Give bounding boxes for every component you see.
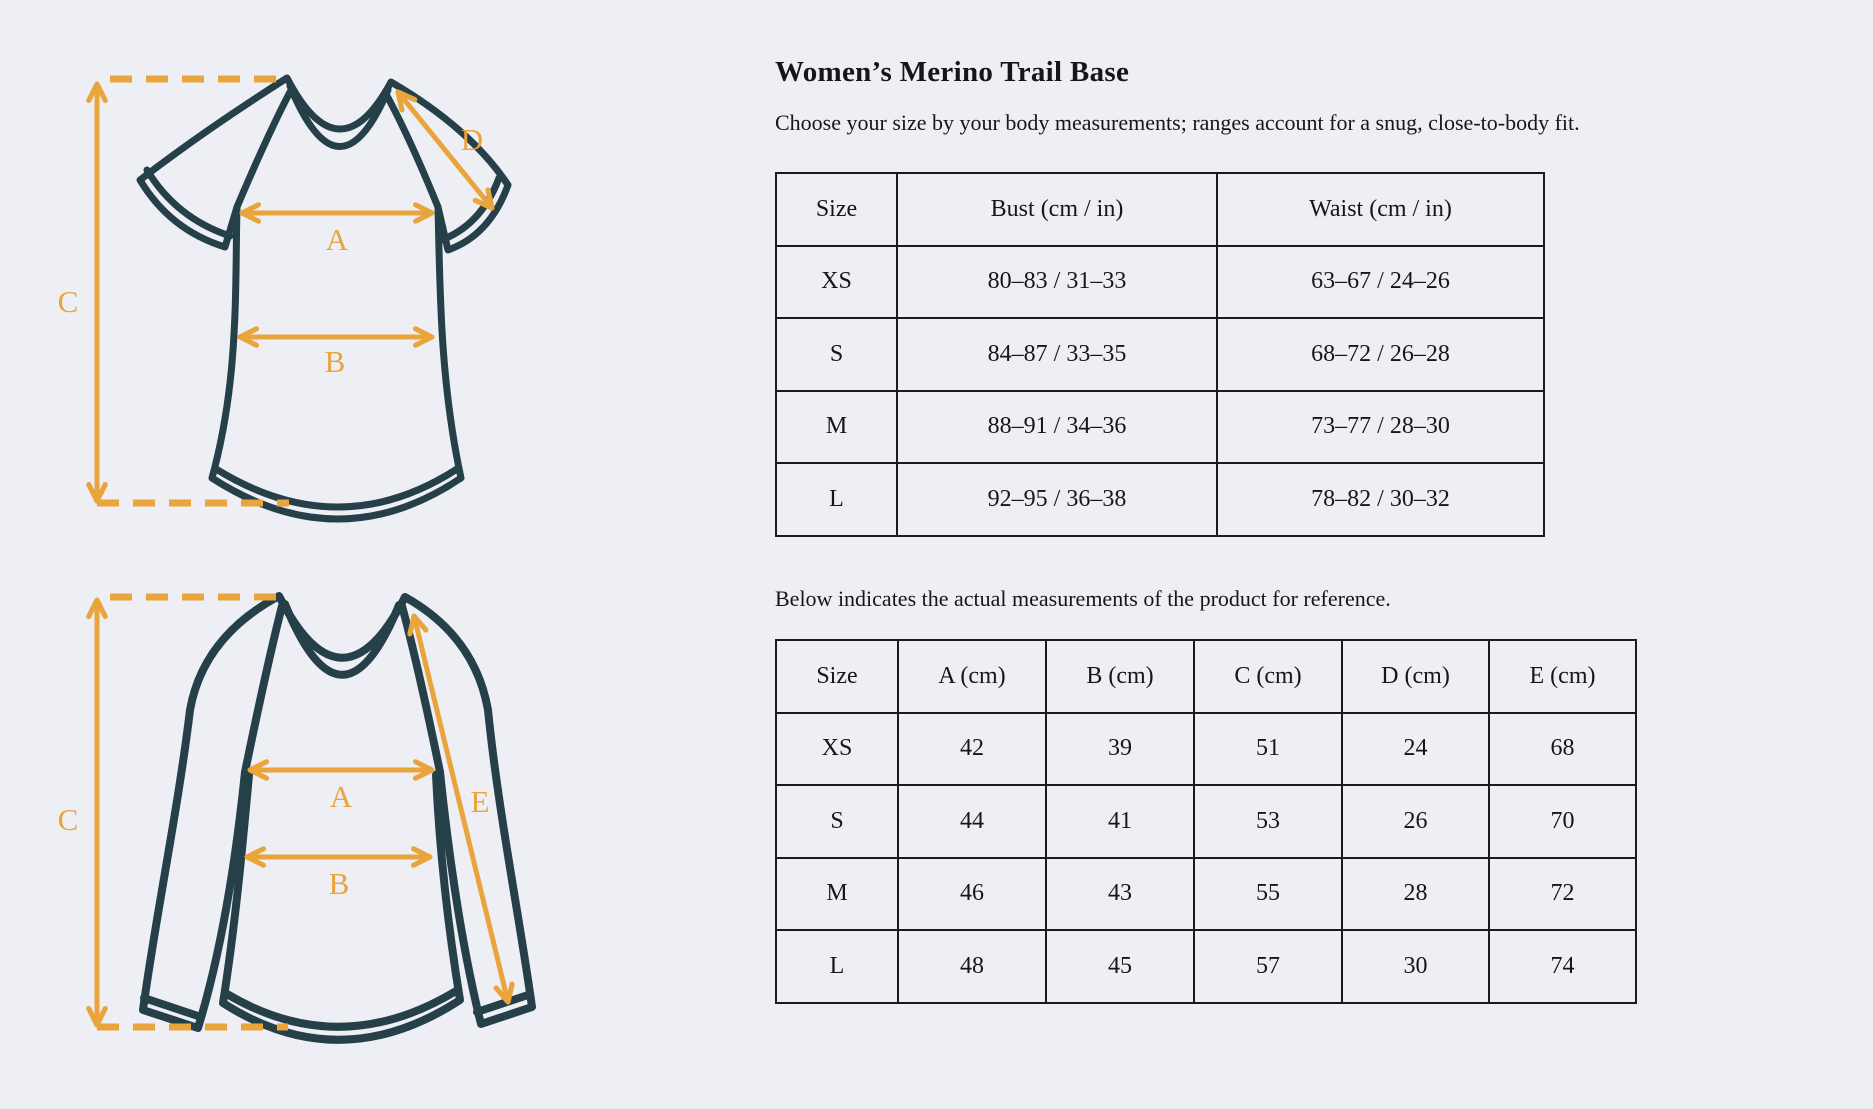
raglan-seam-left <box>241 602 286 776</box>
table-cell: 45 <box>1045 929 1195 1004</box>
table-cell: 55 <box>1193 856 1343 931</box>
table-cell: 41 <box>1045 784 1195 859</box>
table-cell: XS <box>775 711 899 786</box>
measure-annotations <box>86 593 515 1031</box>
label-a: A <box>330 779 353 814</box>
table-header-row: Size Bust (cm / in) Waist (cm / in) <box>775 172 1545 247</box>
table-cell: M <box>775 389 898 464</box>
cuff-stitch-left <box>143 166 234 240</box>
measure-labels: A B C E <box>58 779 490 901</box>
hem-stitch <box>212 465 461 511</box>
table-row: S 84–87 / 33–35 68–72 / 26–28 <box>775 317 1545 392</box>
table-cell: 70 <box>1488 784 1637 859</box>
table-cell: L <box>775 929 899 1004</box>
hem-stitch <box>223 987 460 1031</box>
column-header-a: A (cm) <box>897 639 1047 714</box>
column-header-e: E (cm) <box>1488 639 1637 714</box>
table-cell: S <box>775 317 898 392</box>
label-c: C <box>58 284 79 319</box>
column-header-b: B (cm) <box>1045 639 1195 714</box>
table-cell: 88–91 / 34–36 <box>896 389 1218 464</box>
table-row: XS 80–83 / 31–33 63–67 / 24–26 <box>775 244 1545 319</box>
column-header-size: Size <box>775 172 898 247</box>
table-cell: 24 <box>1341 711 1490 786</box>
table-cell: 72 <box>1488 856 1637 931</box>
measure-arrow-d <box>395 89 495 211</box>
table-cell: 43 <box>1045 856 1195 931</box>
column-header-size: Size <box>775 639 899 714</box>
table-cell: 48 <box>897 929 1047 1004</box>
reference-note: Below indicates the actual measurements … <box>775 586 1391 611</box>
table-cell: 53 <box>1193 784 1343 859</box>
column-header-d: D (cm) <box>1341 639 1490 714</box>
table-cell: 92–95 / 36–38 <box>896 462 1218 537</box>
table-row: L 92–95 / 36–38 78–82 / 30–32 <box>775 462 1545 537</box>
measure-annotations <box>86 75 495 507</box>
long-sleeve-diagram: A B C E <box>58 592 536 1044</box>
table-cell: 74 <box>1488 929 1637 1004</box>
collar-band <box>286 82 392 150</box>
table-cell: 46 <box>897 856 1047 931</box>
table-row: L 48 45 57 30 74 <box>775 929 1637 1004</box>
table-cell: M <box>775 856 899 931</box>
column-header-bust: Bust (cm / in) <box>896 172 1218 247</box>
intro-text: Choose your size by your body measuremen… <box>775 110 1580 135</box>
cuff-stitch-left <box>140 994 202 1020</box>
column-header-c: C (cm) <box>1193 639 1343 714</box>
table-cell: 28 <box>1341 856 1490 931</box>
table-cell: 73–77 / 28–30 <box>1216 389 1545 464</box>
table-cell: 68–72 / 26–28 <box>1216 317 1545 392</box>
table-header-row: Size A (cm) B (cm) C (cm) D (cm) E (cm) <box>775 639 1637 714</box>
table-row: XS 42 39 51 24 68 <box>775 711 1637 786</box>
measure-arrow-e <box>407 613 515 1005</box>
label-d: D <box>461 122 483 157</box>
table-row: M 46 43 55 28 72 <box>775 856 1637 931</box>
raglan-seam-left <box>233 88 294 211</box>
table-cell: 44 <box>897 784 1047 859</box>
label-a: A <box>326 222 349 257</box>
product-measurements-table: Size A (cm) B (cm) C (cm) D (cm) E (cm) … <box>775 639 1637 1004</box>
table-cell: 51 <box>1193 711 1343 786</box>
label-b: B <box>329 866 350 901</box>
table-cell: 30 <box>1341 929 1490 1004</box>
table-cell: XS <box>775 244 898 319</box>
page-title: Women’s Merino Trail Base <box>775 56 1130 88</box>
table-cell: L <box>775 462 898 537</box>
table-cell: 84–87 / 33–35 <box>896 317 1218 392</box>
label-c: C <box>58 802 79 837</box>
label-e: E <box>471 784 490 819</box>
table-row: M 88–91 / 34–36 73–77 / 28–30 <box>775 389 1545 464</box>
label-b: B <box>325 344 346 379</box>
table-cell: 78–82 / 30–32 <box>1216 462 1545 537</box>
table-row: S 44 41 53 26 70 <box>775 784 1637 859</box>
tee-outline <box>136 74 512 523</box>
column-header-waist: Waist (cm / in) <box>1216 172 1545 247</box>
table-cell: 68 <box>1488 711 1637 786</box>
table-cell: 39 <box>1045 711 1195 786</box>
table-cell: 42 <box>897 711 1047 786</box>
collar-band <box>281 600 403 679</box>
table-cell: S <box>775 784 899 859</box>
body-measurements-table: Size Bust (cm / in) Waist (cm / in) XS 80… <box>775 172 1545 537</box>
table-cell: 63–67 / 24–26 <box>1216 244 1545 319</box>
cuff-stitch-right <box>435 174 503 245</box>
table-cell: 80–83 / 31–33 <box>896 244 1218 319</box>
table-cell: 57 <box>1193 929 1343 1004</box>
short-sleeve-diagram: A B C D <box>58 74 512 523</box>
measure-labels: A B C D <box>58 122 484 379</box>
table-cell: 26 <box>1341 784 1490 859</box>
